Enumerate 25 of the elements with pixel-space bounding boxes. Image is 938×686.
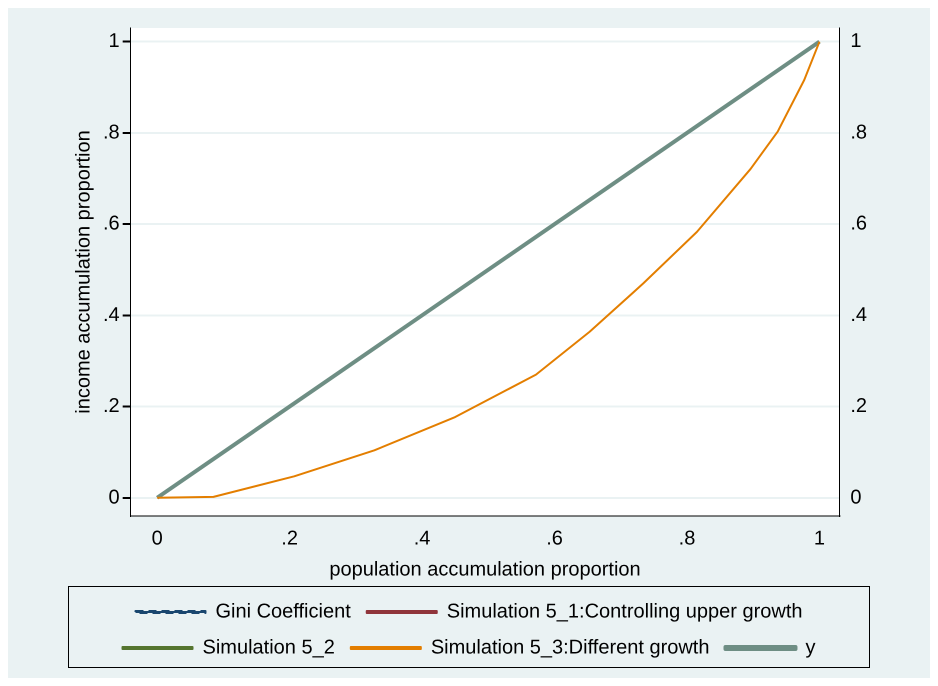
x-tick-label: .6 bbox=[546, 528, 563, 550]
x-axis-title: population accumulation proportion bbox=[329, 558, 641, 581]
legend-label: Simulation 5_2 bbox=[202, 636, 335, 659]
x-tick-label: .2 bbox=[281, 528, 298, 550]
legend-label: Simulation 5_1:Controlling upper growth bbox=[446, 600, 803, 623]
legend-label: y bbox=[805, 636, 816, 659]
y2-tick-label: .4 bbox=[850, 304, 868, 326]
y-tick-label: .6 bbox=[102, 212, 120, 235]
y-tick-label: 0 bbox=[108, 486, 120, 508]
y-tick-label: 1 bbox=[108, 30, 120, 52]
y-tick-label: .8 bbox=[102, 121, 120, 144]
y-tick-label: .2 bbox=[102, 395, 120, 418]
x-tick-label: 0 bbox=[152, 528, 163, 550]
y2-tick-label: .8 bbox=[850, 121, 868, 144]
y2-tick-label: .2 bbox=[850, 395, 868, 418]
x-tick-label: 1 bbox=[814, 528, 826, 550]
y2-tick-label: .6 bbox=[850, 212, 868, 235]
x-tick-label: .4 bbox=[414, 528, 430, 550]
y2-tick-label: 1 bbox=[850, 30, 862, 52]
x-tick-label: .8 bbox=[678, 528, 696, 550]
y-axis-title: income accumulation proportion bbox=[72, 130, 95, 414]
y-tick-label: .4 bbox=[102, 304, 120, 326]
y2-tick-label: 0 bbox=[850, 486, 862, 508]
legend-label: Simulation 5_3:Different growth bbox=[430, 636, 710, 659]
legend-label: Gini Coefficient bbox=[215, 600, 352, 623]
